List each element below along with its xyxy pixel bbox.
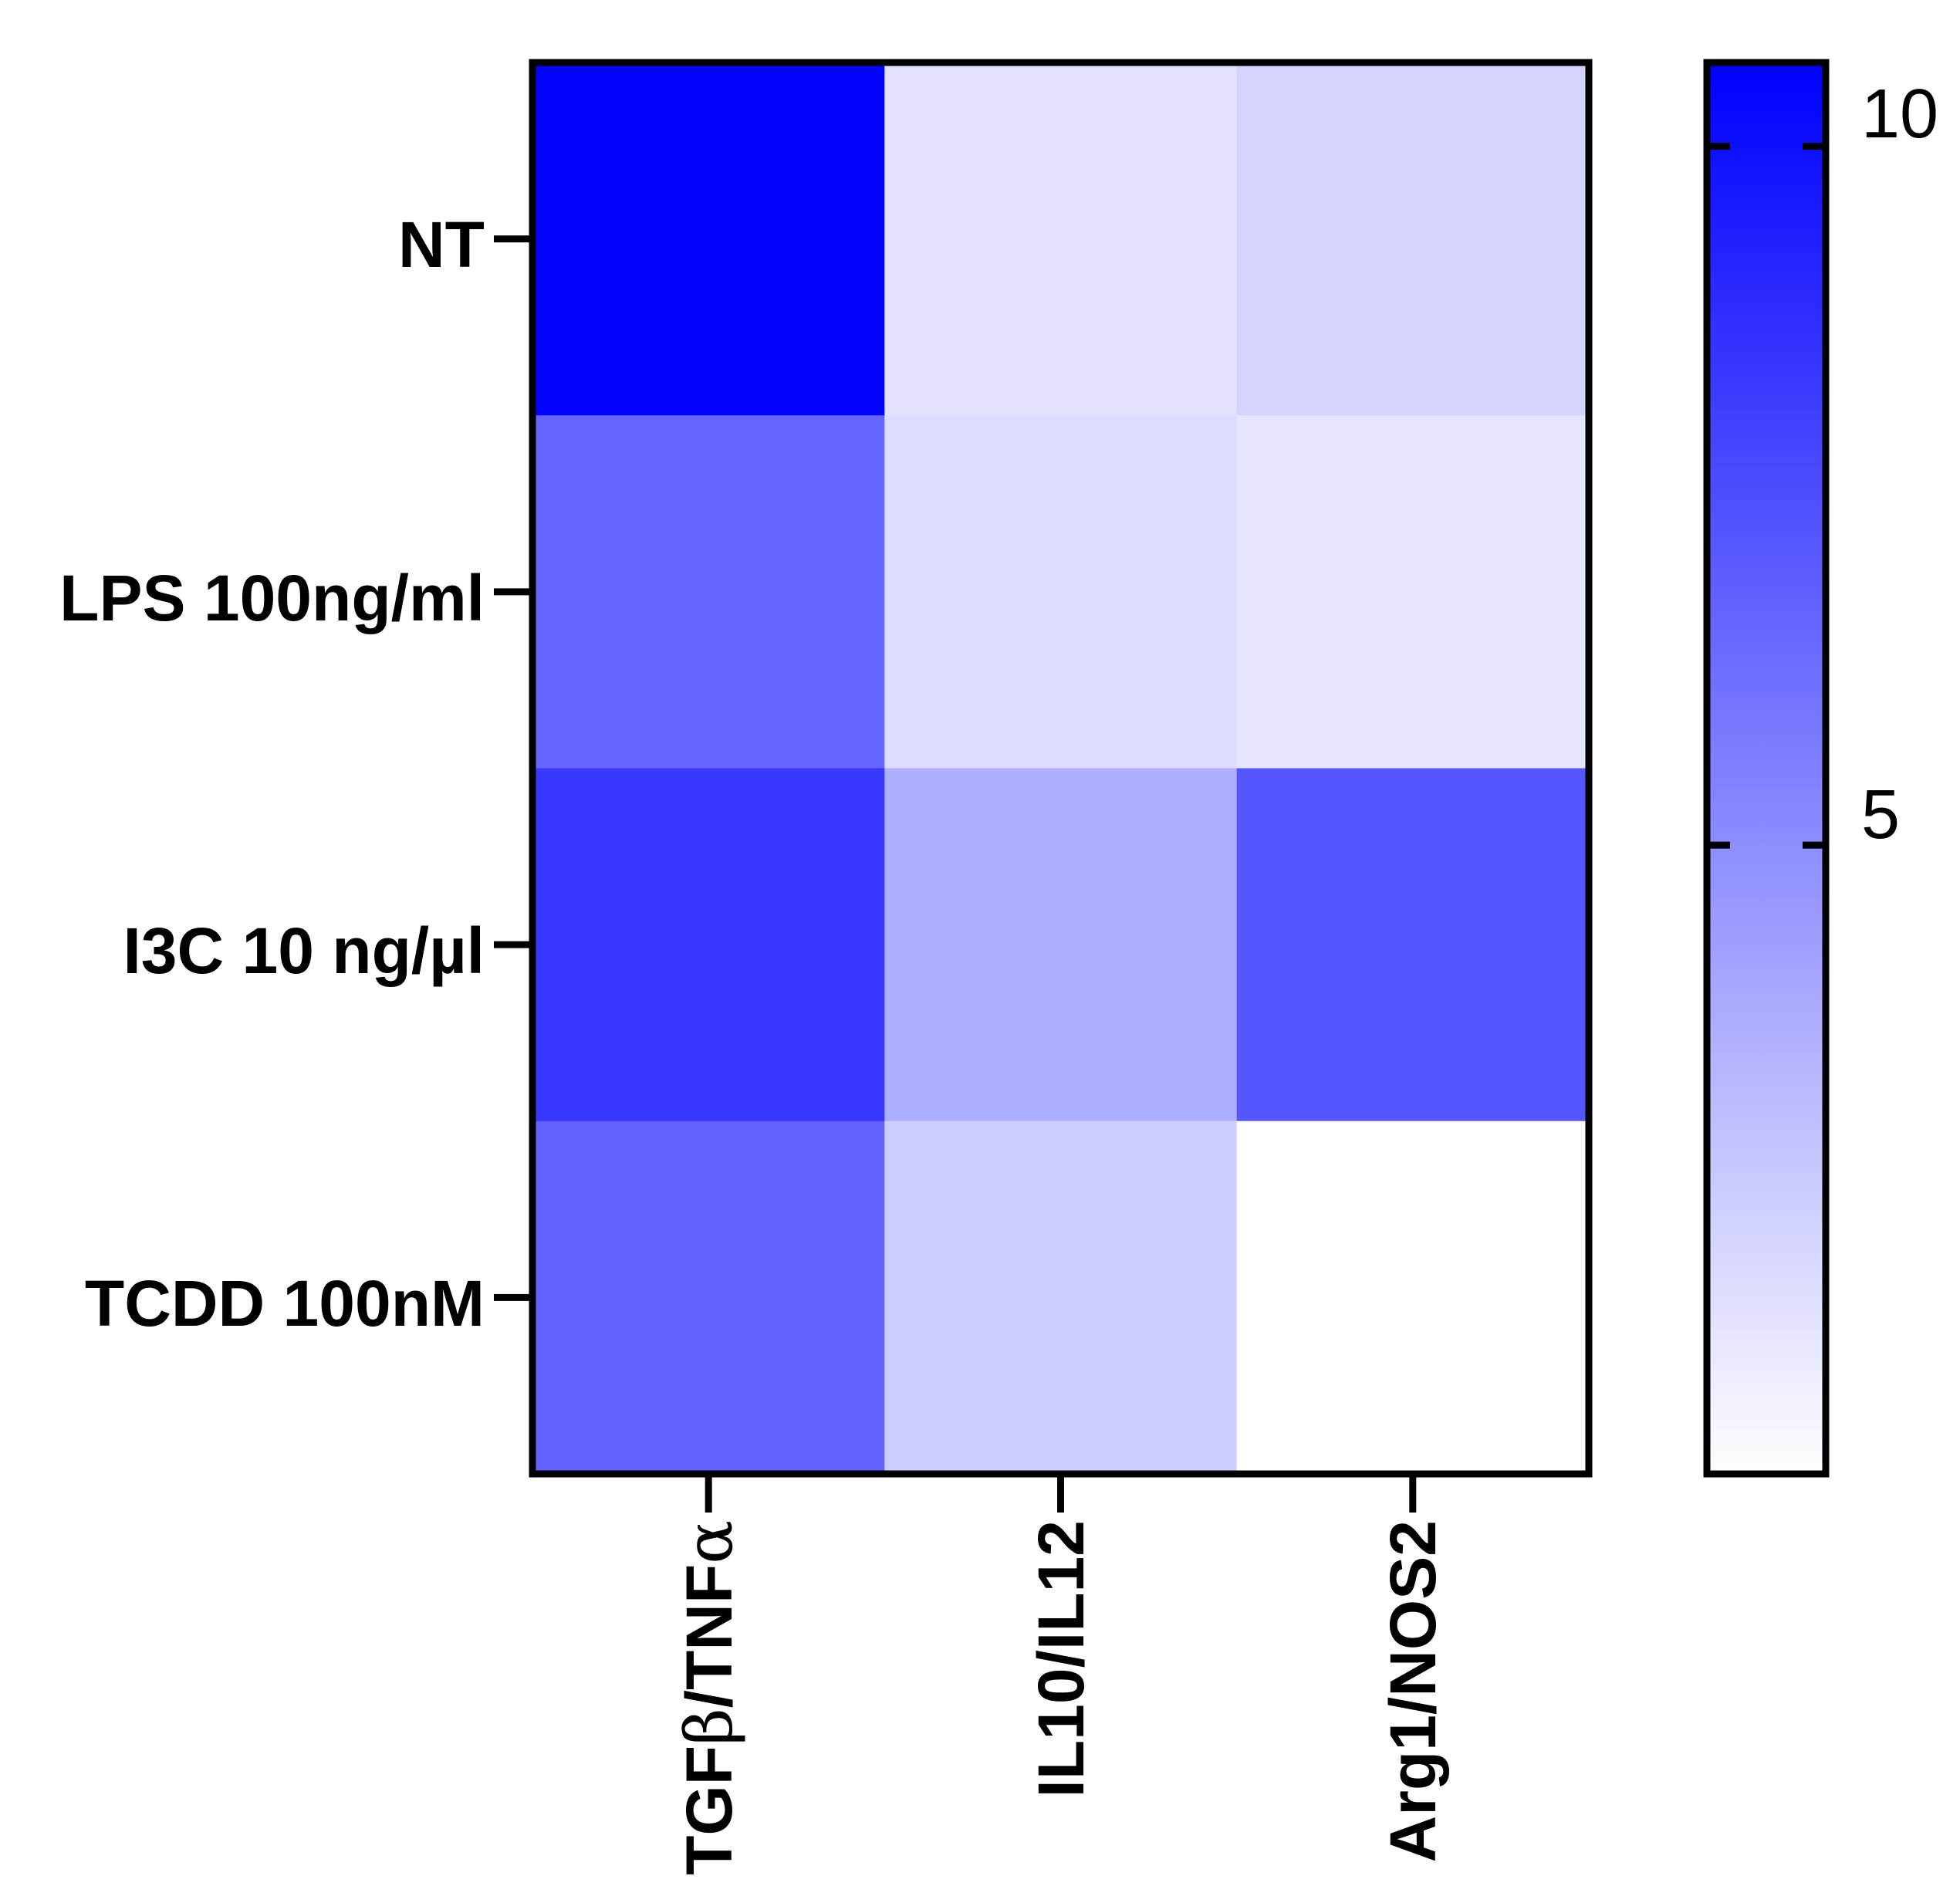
- colorbar-ticks: [1707, 143, 1826, 849]
- heatmap-cells: [532, 63, 1590, 1475]
- row-label-lps: LPS 100ng/ml: [59, 562, 485, 634]
- row-ticks: [494, 235, 532, 1301]
- heatmap-cell-r2-c2: [1236, 768, 1590, 1122]
- colorbar: 10 5: [1703, 59, 1938, 1478]
- col-label-tgfb-tnfa: TGFβ/TNFα: [671, 1520, 747, 1875]
- heatmap-cell-r1-c0: [532, 415, 885, 769]
- row-label-tcdd: TCDD 100nM: [85, 1267, 485, 1340]
- heatmap-cell-r0-c0: [532, 63, 885, 416]
- colorbar-tick-label-5: 5: [1861, 776, 1900, 853]
- heatmap-cell-r3-c2: [1236, 1121, 1590, 1475]
- row-label-nt: NT: [398, 208, 485, 281]
- col-label-arg1-nos2: Arg1/NOS2: [1377, 1520, 1449, 1862]
- row-labels: NT LPS 100ng/ml I3C 10 ng/µl TCDD 100nM: [59, 208, 485, 1340]
- col-labels: TGFβ/TNFα IL10/IL12 Arg1/NOS2: [671, 1520, 1449, 1875]
- col-label-il10-il12: IL10/IL12: [1025, 1520, 1097, 1798]
- row-label-i3c: I3C 10 ng/µl: [123, 914, 485, 987]
- heatmap-cell-r3-c1: [884, 1121, 1238, 1475]
- colorbar-gradient: [1703, 59, 1830, 1478]
- heatmap-cell-r2-c0: [532, 768, 885, 1122]
- colorbar-tick-label-10: 10: [1861, 76, 1938, 153]
- heatmap-cell-r0-c1: [884, 63, 1238, 416]
- col-ticks: [705, 1474, 1417, 1513]
- heatmap-cell-r2-c1: [884, 768, 1238, 1122]
- heatmap-cell-r1-c2: [1236, 415, 1590, 769]
- heatmap-cell-r1-c1: [884, 415, 1238, 769]
- heatmap-cell-r3-c0: [532, 1121, 885, 1475]
- heatmap-cell-r0-c2: [1236, 63, 1590, 416]
